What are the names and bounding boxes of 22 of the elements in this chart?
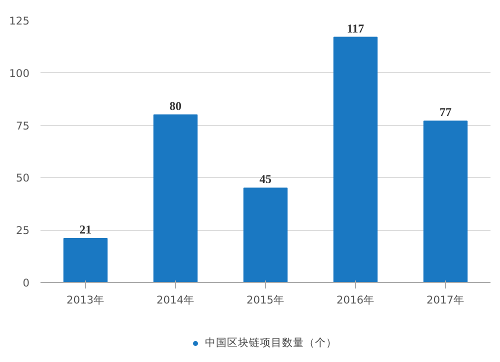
x-tick-label: 2014年 (156, 294, 195, 306)
y-tick-label: 75 (16, 119, 30, 132)
x-tick-label: 2016年 (336, 294, 375, 306)
y-tick-label: 0 (22, 276, 30, 290)
y-tick-label: 100 (9, 66, 30, 80)
bar (63, 238, 108, 282)
y-tick-label: 25 (16, 224, 30, 238)
data-label: 21 (80, 222, 92, 236)
x-tick-label: 2013年 (66, 294, 105, 306)
bar (153, 114, 198, 282)
bar (423, 120, 468, 282)
data-label: 117 (346, 21, 364, 36)
data-label: 80 (170, 98, 182, 113)
y-tick-label: 125 (9, 14, 30, 28)
x-tick-label: 2017年 (426, 294, 465, 306)
data-label: 45 (260, 172, 272, 186)
data-label: 77 (440, 105, 452, 120)
bar (243, 188, 288, 282)
y-tick-label: 50 (16, 172, 30, 185)
bar (333, 36, 378, 282)
x-tick-label: 2015年 (246, 294, 285, 306)
legend-label: 中国区块链项目数量（个） (205, 336, 337, 350)
